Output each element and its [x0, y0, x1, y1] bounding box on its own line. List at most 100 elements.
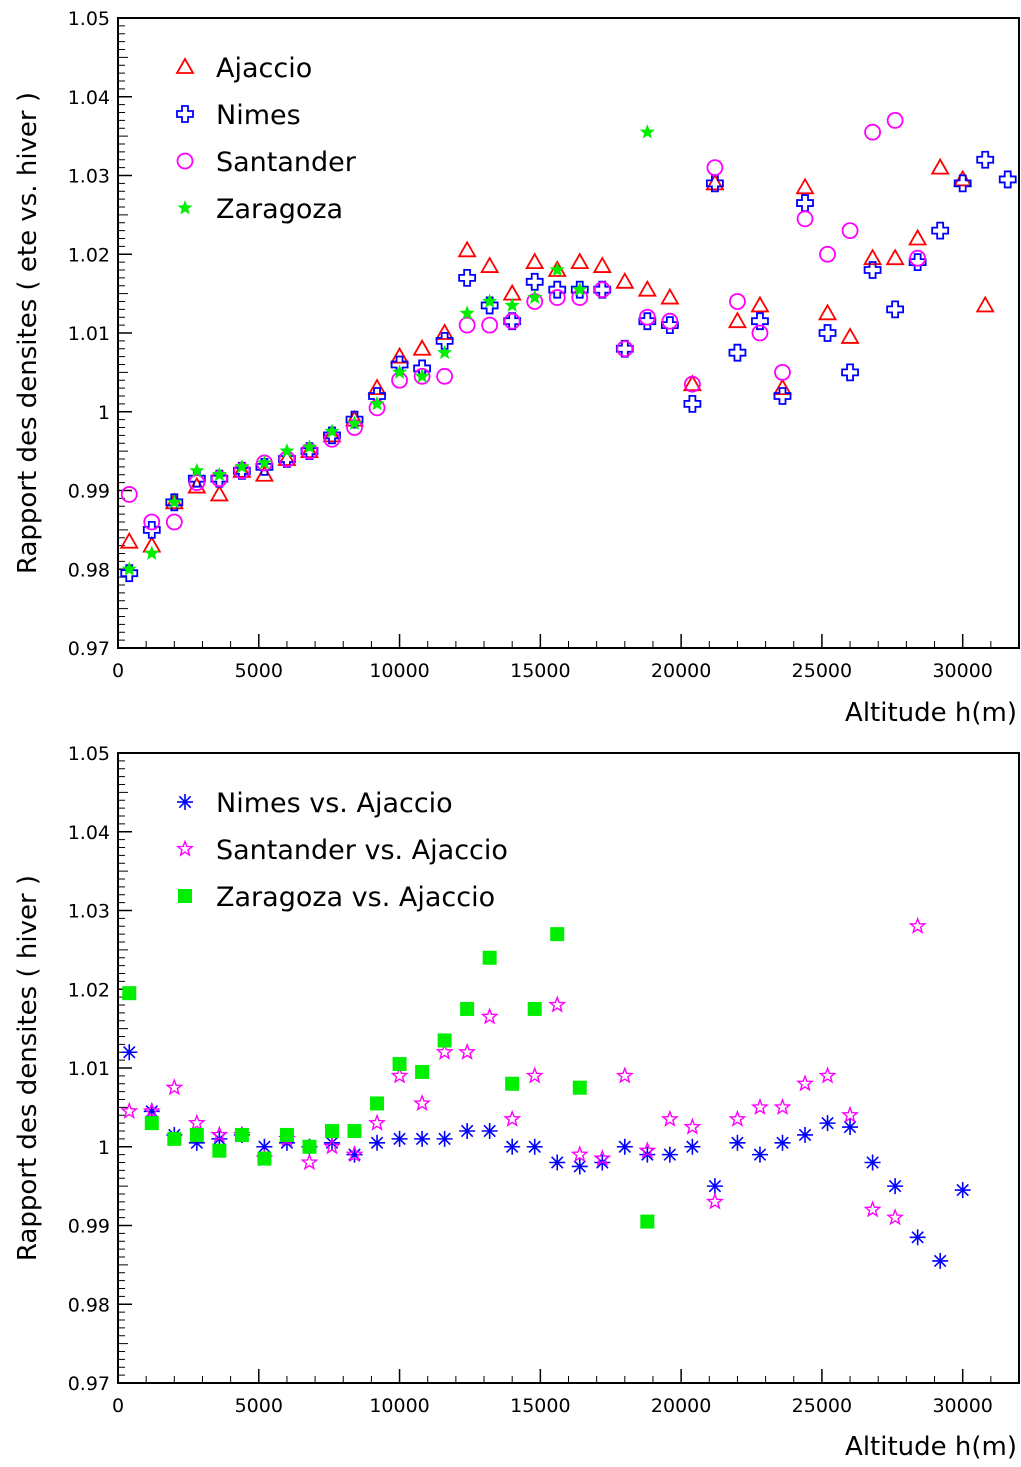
data-point — [550, 927, 565, 942]
data-point — [683, 1117, 702, 1135]
y-tick-label: 1 — [98, 402, 110, 424]
data-point-shape — [143, 513, 161, 531]
data-point — [548, 995, 567, 1013]
data-point — [525, 252, 545, 270]
x-tick-label: 20000 — [651, 660, 711, 682]
data-point-shape — [279, 443, 295, 458]
data-point — [841, 222, 859, 240]
data-point-shape — [458, 1042, 477, 1060]
data-point — [640, 1214, 655, 1229]
data-point — [772, 378, 793, 396]
data-point — [638, 1141, 657, 1159]
data-point — [254, 464, 274, 482]
series-santander — [120, 111, 927, 531]
data-point-shape — [460, 1001, 475, 1016]
data-point — [503, 1109, 522, 1127]
data-point-shape — [953, 169, 973, 187]
data-point — [415, 1064, 430, 1079]
data-point-stroke — [438, 1132, 451, 1146]
data-point-shape — [165, 493, 184, 512]
chart-2: 0.97 0.98 0.99 1 1.01 1.02 1.03 1.04 1.05 0 5000 10… — [13, 743, 1020, 1462]
data-point-shape — [772, 378, 793, 396]
data-point-shape — [458, 316, 476, 334]
data-point — [909, 249, 927, 267]
data-point — [773, 1097, 792, 1116]
data-point — [390, 1066, 409, 1084]
legend-marker — [175, 57, 195, 74]
data-point-shape — [593, 1149, 612, 1167]
data-point — [166, 494, 182, 509]
data-point-shape — [570, 1145, 589, 1163]
x-tick-label: 5000 — [235, 660, 283, 682]
data-point-shape — [120, 1101, 139, 1119]
data-point — [187, 1113, 206, 1131]
data-point — [121, 561, 137, 576]
data-point — [301, 439, 318, 454]
data-point — [593, 1149, 612, 1167]
data-point-shape — [841, 363, 859, 382]
data-point-shape — [254, 464, 274, 482]
data-point — [795, 1074, 815, 1092]
data-point — [435, 323, 455, 340]
legend-marker — [175, 839, 195, 857]
data-point — [482, 950, 497, 965]
data-point — [436, 1130, 453, 1147]
data-point-shape — [729, 293, 746, 310]
data-point-stroke — [551, 1156, 564, 1169]
data-point-shape — [480, 256, 500, 273]
y-tick-label: 0.99 — [68, 1216, 110, 1238]
data-point-shape — [640, 1214, 655, 1229]
data-point — [886, 111, 904, 129]
data-point — [684, 1138, 701, 1155]
data-point — [299, 441, 320, 459]
data-point-stroke — [573, 1160, 586, 1173]
data-point-shape — [120, 486, 138, 503]
data-point — [908, 228, 928, 246]
data-point — [391, 364, 408, 379]
data-point — [998, 170, 1017, 189]
data-point — [932, 1252, 949, 1269]
data-point-shape — [345, 1145, 364, 1163]
data-point — [414, 368, 430, 383]
data-point-stroke — [888, 1179, 902, 1193]
data-point — [863, 261, 882, 279]
data-point — [369, 1134, 386, 1151]
y-tick-label: 1.02 — [68, 244, 110, 266]
data-point-shape — [187, 1113, 206, 1131]
data-point — [931, 221, 950, 240]
data-point-shape — [886, 300, 905, 319]
data-point — [279, 1127, 294, 1142]
x-tick-label: 20000 — [651, 1395, 711, 1417]
data-point-shape — [570, 252, 590, 270]
data-point-shape — [209, 484, 229, 502]
legend-marker-shape — [178, 889, 192, 903]
data-point-shape — [840, 327, 860, 344]
legend-marker-shape — [175, 57, 195, 74]
data-point — [212, 1143, 227, 1158]
data-point-stroke — [686, 1140, 699, 1153]
data-point-shape — [504, 297, 520, 312]
data-point-shape — [727, 311, 747, 329]
data-point — [165, 513, 183, 531]
data-point-stroke — [483, 1124, 496, 1138]
data-point-shape — [683, 394, 702, 413]
x-tick-label: 10000 — [369, 660, 429, 682]
data-point — [347, 1124, 362, 1138]
data-point-shape — [392, 1057, 407, 1072]
data-point-shape — [863, 1200, 882, 1218]
legend-label: Zaragoza — [216, 194, 343, 225]
data-point-shape — [458, 268, 477, 287]
data-point-shape — [210, 1125, 229, 1143]
data-point-stroke — [866, 1156, 879, 1169]
data-point-shape — [414, 368, 430, 383]
data-point — [819, 245, 836, 263]
data-point-shape — [302, 1139, 317, 1154]
data-point-shape — [550, 927, 565, 942]
data-point — [727, 311, 747, 329]
legend-marker — [178, 889, 192, 903]
data-point-shape — [706, 159, 724, 177]
data-point-shape — [436, 367, 454, 385]
data-point-shape — [459, 305, 475, 320]
data-point — [481, 316, 499, 334]
data-point-shape — [525, 272, 544, 291]
